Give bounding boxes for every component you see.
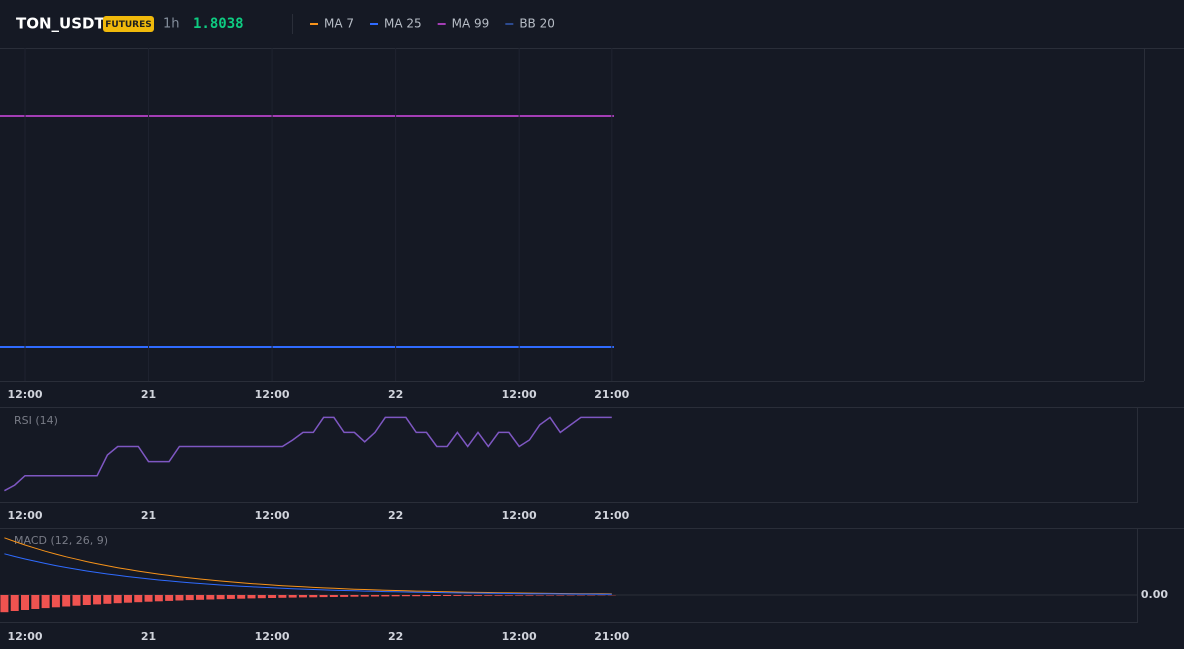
- histogram-bar: [288, 595, 297, 598]
- x-tick-label: 12:00: [255, 630, 290, 643]
- histogram-bar: [82, 595, 91, 605]
- panel-title: RSI (14): [14, 414, 58, 427]
- histogram-bar: [473, 595, 482, 596]
- x-tick-label: 21: [141, 388, 156, 401]
- histogram-bar: [237, 595, 246, 599]
- histogram-bar: [226, 595, 235, 599]
- badge: FUTURES: [105, 20, 151, 30]
- x-tick-label: 12:00: [255, 388, 290, 401]
- histogram-bar: [185, 595, 194, 601]
- histogram-bar: [453, 595, 462, 596]
- histogram-bar: [329, 595, 338, 597]
- x-tick-label: 12:00: [502, 388, 537, 401]
- histogram-bar: [443, 595, 452, 596]
- histogram-bar: [340, 595, 349, 597]
- histogram-bar: [360, 595, 369, 597]
- series-line: [4, 537, 612, 595]
- histogram-bar: [484, 595, 493, 596]
- x-tick-label: 22: [388, 630, 403, 643]
- histogram-bar: [371, 595, 380, 597]
- histogram-bar: [278, 595, 287, 598]
- histogram-bar: [196, 595, 205, 600]
- x-tick-label: 21:00: [594, 630, 629, 643]
- legend-label: MA 7: [324, 17, 354, 31]
- histogram-bar: [103, 595, 112, 604]
- histogram-bar: [350, 595, 359, 597]
- x-tick-label: 21:00: [594, 388, 629, 401]
- price: 1.8038: [193, 16, 244, 32]
- histogram-bar: [175, 595, 184, 601]
- histogram-bar: [123, 595, 132, 603]
- histogram-bar: [381, 595, 390, 597]
- histogram-bar: [72, 595, 81, 606]
- histogram-bar: [113, 595, 122, 604]
- histogram-bar: [21, 595, 30, 610]
- symbol: TON_USDT: [16, 15, 105, 33]
- histogram-bar: [391, 595, 400, 597]
- histogram-bar: [504, 595, 513, 596]
- histogram-bar: [401, 595, 410, 597]
- histogram-bar: [432, 595, 441, 596]
- legend-label: MA 99: [452, 17, 490, 31]
- x-tick-label: 21: [141, 630, 156, 643]
- histogram-bar: [515, 595, 524, 596]
- histogram-bar: [309, 595, 318, 598]
- histogram-bar: [62, 595, 71, 607]
- histogram-bar: [422, 595, 431, 597]
- histogram-bar: [463, 595, 472, 596]
- x-tick-label: 12:00: [502, 630, 537, 643]
- histogram-bar: [535, 595, 544, 596]
- x-tick-label: 12:00: [8, 388, 43, 401]
- series-line: [4, 416, 612, 492]
- x-tick-label: 12:00: [8, 630, 43, 643]
- legend-label: BB 20: [519, 17, 555, 31]
- histogram-bar: [134, 595, 143, 603]
- histogram-bar: [165, 595, 174, 601]
- histogram-bar: [216, 595, 225, 600]
- legend-label: MA 25: [384, 17, 422, 31]
- histogram-bar: [10, 595, 19, 611]
- interval: 1h: [163, 17, 180, 32]
- histogram-bar: [0, 595, 9, 613]
- histogram-bar: [51, 595, 60, 608]
- x-tick-label: 22: [388, 509, 403, 522]
- legend: MA 7 MA 25 MA 99 BB 20: [310, 17, 555, 31]
- histogram-bar: [31, 595, 40, 609]
- x-tick-label: 12:00: [8, 509, 43, 522]
- badge-bg: [103, 16, 154, 32]
- histogram-bar: [298, 595, 307, 598]
- histogram-bar: [41, 595, 50, 609]
- panel-title: MACD (12, 26, 9): [14, 534, 108, 547]
- x-tick-label: 21: [141, 509, 156, 522]
- histogram-bar: [257, 595, 266, 599]
- histogram-bar: [525, 595, 534, 596]
- histogram-bar: [268, 595, 277, 598]
- histogram-bar: [319, 595, 328, 598]
- histogram-bar: [144, 595, 153, 602]
- histogram-bar: [412, 595, 421, 597]
- histogram-bar: [247, 595, 256, 599]
- x-tick-label: 21:00: [594, 509, 629, 522]
- x-tick-label: 12:00: [255, 509, 290, 522]
- histogram-bar: [206, 595, 215, 600]
- histogram-bar: [494, 595, 503, 596]
- histogram-bar: [93, 595, 102, 605]
- series-line: [4, 553, 612, 595]
- y-tick-label: 0.00: [1141, 588, 1168, 601]
- x-tick-label: 22: [388, 388, 403, 401]
- x-tick-label: 12:00: [502, 509, 537, 522]
- histogram-bar: [546, 595, 555, 596]
- histogram-bar: [556, 595, 565, 596]
- histogram-bar: [154, 595, 163, 602]
